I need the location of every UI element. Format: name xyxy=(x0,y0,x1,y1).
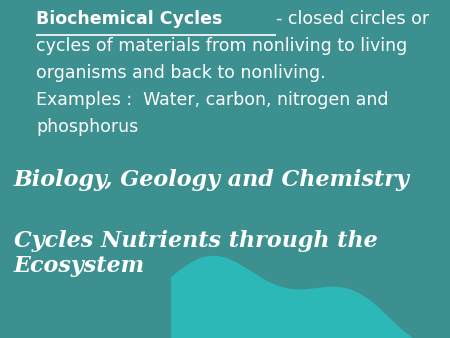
Text: organisms and back to nonliving.: organisms and back to nonliving. xyxy=(36,64,326,82)
Text: Biochemical Cycles: Biochemical Cycles xyxy=(36,10,222,28)
Text: cycles of materials from nonliving to living: cycles of materials from nonliving to li… xyxy=(36,37,407,55)
Text: - closed circles or: - closed circles or xyxy=(276,10,430,28)
Text: phosphorus: phosphorus xyxy=(36,118,138,136)
Text: Examples :  Water, carbon, nitrogen and: Examples : Water, carbon, nitrogen and xyxy=(36,91,388,109)
Text: Cycles Nutrients through the
Ecosystem: Cycles Nutrients through the Ecosystem xyxy=(14,230,377,277)
Polygon shape xyxy=(171,256,450,338)
Text: Biology, Geology and Chemistry: Biology, Geology and Chemistry xyxy=(14,169,410,191)
